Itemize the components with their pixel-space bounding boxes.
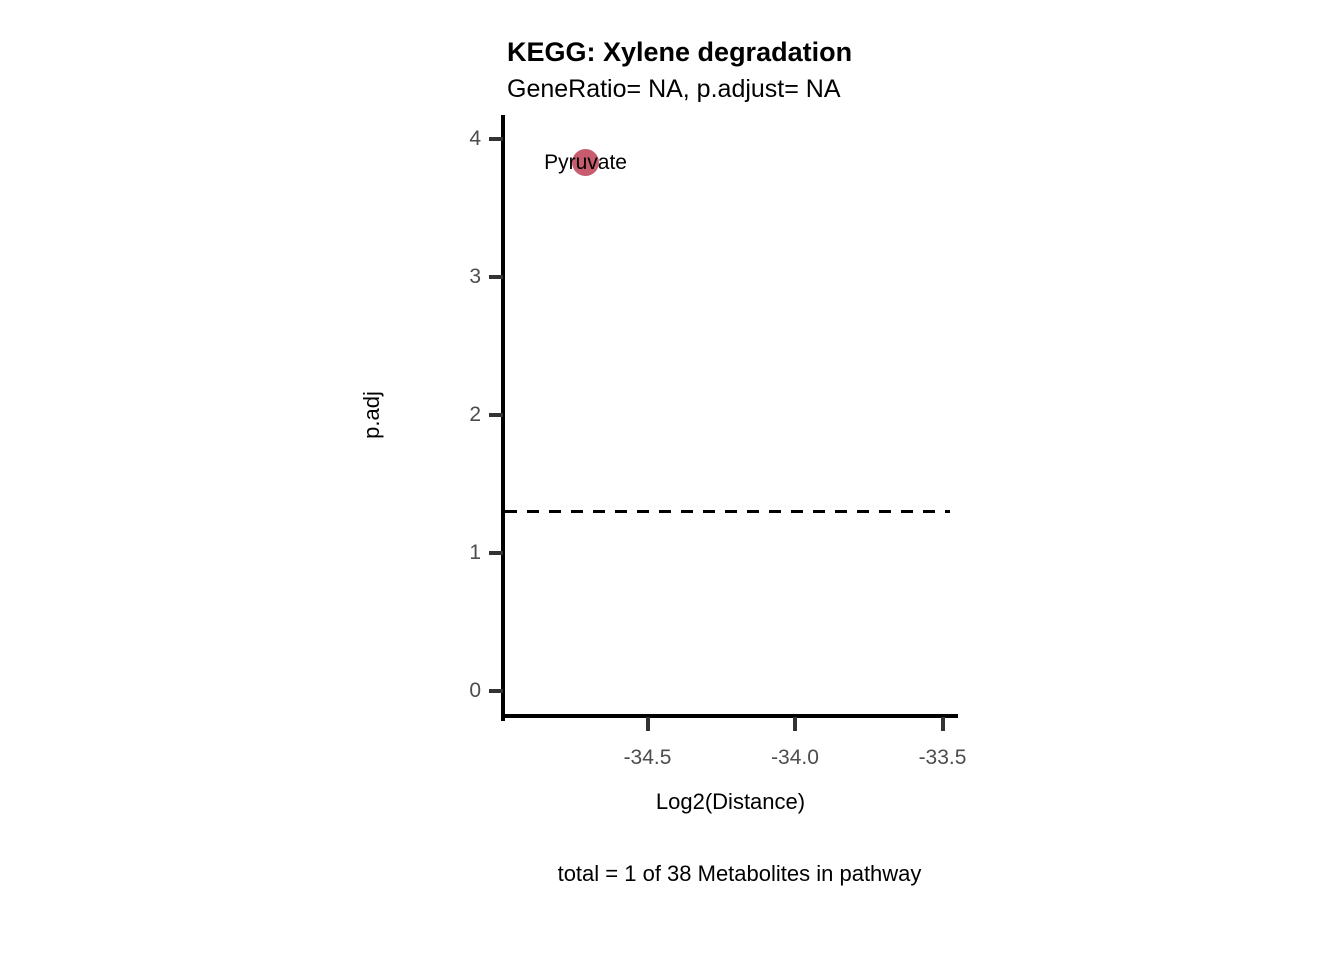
threshold-dashed-line xyxy=(505,510,950,514)
y-tick-label: 3 xyxy=(469,265,481,288)
y-tick-mark xyxy=(489,689,503,693)
x-tick-mark xyxy=(940,717,945,731)
x-tick-mark xyxy=(793,717,797,731)
y-tick-label: 0 xyxy=(469,679,481,702)
data-point xyxy=(572,148,600,176)
x-axis-title: Log2(Distance) xyxy=(655,789,806,814)
chart-subtitle: GeneRatio= NA, p.adjust= NA xyxy=(507,75,841,103)
y-tick-mark xyxy=(489,551,503,555)
data-point-label: Pyruvate xyxy=(544,151,627,175)
y-tick-mark xyxy=(489,137,503,141)
y-tick-mark xyxy=(489,413,503,417)
y-tick-label: 2 xyxy=(469,403,481,426)
x-tick-label: -33.5 xyxy=(918,746,967,769)
y-tick-label: 1 xyxy=(469,541,481,564)
y-axis-title: p.adj xyxy=(359,391,384,439)
y-tick-mark xyxy=(489,275,503,279)
x-tick-mark xyxy=(645,717,650,731)
x-tick-label: -34.0 xyxy=(771,746,819,769)
y-tick-label: 4 xyxy=(469,127,481,150)
caption: total = 1 of 38 Metabolites in pathway xyxy=(557,861,922,886)
chart-title: KEGG: Xylene degradation xyxy=(507,37,853,67)
x-tick-label: -34.5 xyxy=(623,746,672,769)
y-axis-line xyxy=(501,115,505,721)
x-axis-line xyxy=(501,714,958,718)
